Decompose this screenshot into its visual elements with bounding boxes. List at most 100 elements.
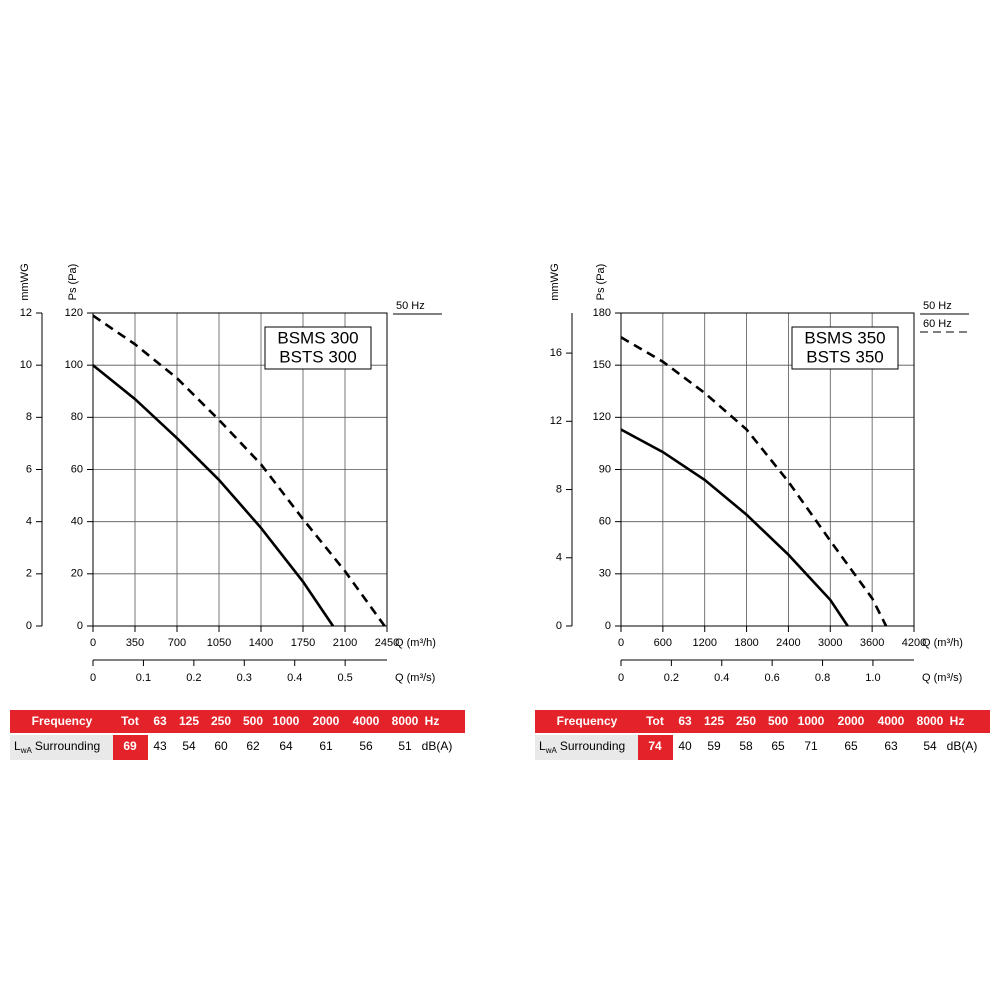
x2-tick-label: 0.2 [186,672,201,684]
y2-tick-label: 8 [556,483,562,495]
x2-tick-label: 0.2 [664,672,679,684]
y2-tick-label: 12 [550,415,562,427]
table-value: 54 [182,739,196,753]
x-tick-label: 2400 [776,637,800,649]
table-header: 1000 [273,714,300,728]
label-main: L [539,739,546,753]
table-header: Tot [121,714,139,728]
model-box [791,326,899,370]
y-tick-label: 40 [71,516,83,528]
x2-tick-label: 0.3 [237,672,252,684]
x-tick-label: 1400 [249,637,273,649]
table-header: Frequency [32,714,93,728]
table-header: 500 [243,714,263,728]
table-value: 64 [279,739,293,753]
table-row-label: LwA Surrounding [539,739,625,755]
table-unit: dB(A) [422,739,453,753]
x-tick-label: 700 [168,637,186,649]
table-value: 51 [398,739,412,753]
y2-axis-title: mmWG [549,263,561,300]
y-axis-title: Ps (Pa) [67,264,79,301]
x-tick-label: 600 [654,637,672,649]
label-sub: wA [20,746,33,755]
y-axis-title: Ps (Pa) [595,264,607,301]
model-label: BSMS 300 [277,328,358,347]
y2-tick-label: 2 [26,568,32,580]
x-tick-label: 1750 [291,637,315,649]
table-header: 63 [153,714,167,728]
table-header-bg [535,710,990,733]
y-tick-label: 0 [605,620,611,632]
table-value: 65 [771,739,785,753]
model-label: BSTS 300 [279,347,357,366]
y2-tick-label: 12 [20,307,32,319]
legend-label: 60 Hz [923,318,952,330]
x2-axis-title: Q (m³/s) [922,672,962,684]
x-tick-label: 1200 [692,637,716,649]
y-tick-label: 60 [71,463,83,475]
x-tick-label: 0 [90,637,96,649]
table-header: 8000 [917,714,944,728]
x-tick-label: 2100 [333,637,357,649]
x-tick-label: 2450 [375,637,399,649]
model-label: BSMS 350 [804,328,885,347]
table-total-bg [638,735,673,760]
label-text: Surrounding [560,739,625,753]
x-tick-label: 1050 [207,637,231,649]
plot-frame [92,312,388,627]
table-header: 2000 [313,714,340,728]
y2-tick-label: 4 [26,516,32,528]
table-value: 65 [844,739,858,753]
x-tick-label: 0 [618,637,624,649]
y2-tick-label: 4 [556,552,562,564]
table-value: 54 [923,739,937,753]
table-unit: dB(A) [947,739,978,753]
table-value: 40 [678,739,692,753]
y-tick-label: 60 [599,516,611,528]
y2-tick-label: 0 [556,620,562,632]
table-header: 2000 [838,714,865,728]
label-sub: wA [545,746,558,755]
table-value: 43 [153,739,167,753]
table-header: 250 [736,714,756,728]
table-label-bg [535,735,638,760]
x2-tick-label: 0.5 [337,672,352,684]
table-value: 61 [319,739,333,753]
table-header-bg [10,710,465,733]
curve [620,428,849,627]
table-header: 125 [704,714,724,728]
label-main: L [14,739,21,753]
x2-tick-label: 0 [618,672,624,684]
curve [92,314,386,627]
x-tick-label: 350 [126,637,144,649]
x2-tick-label: 1.0 [865,672,880,684]
y2-tick-label: 16 [550,347,562,359]
table-total-bg [113,735,148,760]
x2-tick-label: 0.8 [815,672,830,684]
plot-frame [620,312,915,627]
y-tick-label: 120 [65,307,83,319]
table-header: Hz [425,714,440,728]
table-header: Frequency [557,714,618,728]
y-tick-label: 120 [593,411,611,423]
table-label-bg [10,735,113,760]
table-header: 500 [768,714,788,728]
x2-tick-label: 0.4 [714,672,729,684]
x2-tick-label: 0.6 [765,672,780,684]
y2-tick-label: 10 [20,359,32,371]
y-tick-label: 80 [71,411,83,423]
y-tick-label: 180 [593,307,611,319]
y2-tick-label: 0 [26,620,32,632]
y-tick-label: 100 [65,359,83,371]
x-tick-label: 1800 [734,637,758,649]
y2-axis-title: mmWG [19,263,31,300]
y-tick-label: 150 [593,359,611,371]
table-value: 63 [884,739,898,753]
table-value: 59 [707,739,721,753]
table-header: Tot [646,714,664,728]
y-tick-label: 0 [77,620,83,632]
table-header: 63 [678,714,692,728]
table-row-label: LwA Surrounding [14,739,100,755]
x2-tick-label: 0.4 [287,672,302,684]
